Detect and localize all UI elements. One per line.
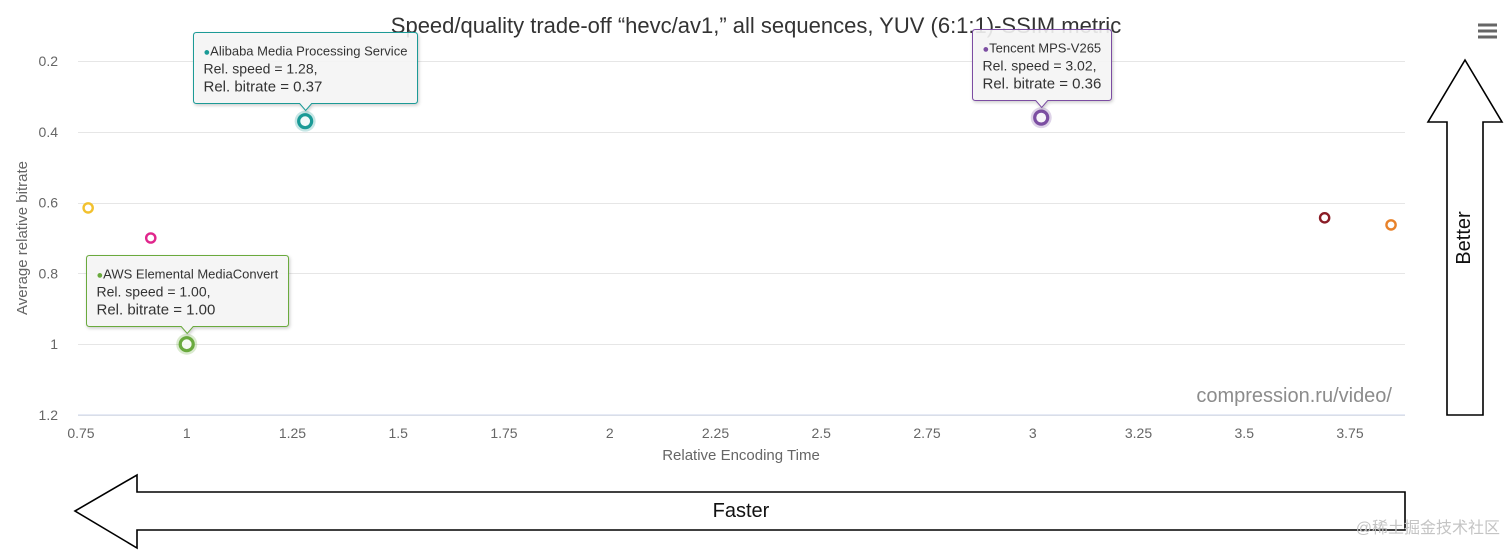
y-tick-label: 0.8 [39,265,59,281]
y-tick-label: 1 [50,336,58,352]
y-axis-title: Average relative bitrate [14,161,31,315]
faster-arrow [73,473,1406,550]
x-tick-label: 3.25 [1125,425,1152,441]
y-tick-label: 0.6 [39,195,59,211]
tooltip-box [193,32,418,112]
tooltip-alibaba-media-processing-service: ●Alibaba Media Processing Service Rel. sp… [193,32,418,112]
tooltip-series-label: AWS Elemental MediaConvert [103,267,278,282]
tooltip-rel-bitrate: Rel. bitrate = 0.36 [983,76,1102,93]
site-watermark: @稀土掘金技术社区 [1356,519,1500,537]
tooltip-series-marker: ● [983,44,990,56]
x-tick-label: 2.5 [812,425,832,441]
grid-lines [78,61,1405,416]
x-tick-label: 1.5 [388,425,408,441]
x-tick-label: 0.75 [67,425,94,441]
x-tick-label: 1.75 [490,425,517,441]
x-tick-label: 3.75 [1336,425,1363,441]
better-arrow [1426,58,1504,416]
y-axis-labels: 0.2 0.4 0.6 0.8 1 1.2 [39,53,59,423]
tooltip-rel-speed: Rel. speed = 3.02, [983,58,1097,74]
faster-label: Faster [713,500,770,522]
tooltip-series-label: Tencent MPS-V265 [989,41,1101,56]
menu-button[interactable] [1470,17,1505,45]
tooltip-rel-speed: Rel. speed = 1.00, [97,284,211,300]
data-point-series-6[interactable] [1318,212,1331,224]
data-point-series-2[interactable] [144,232,157,244]
x-tick-label: 2.75 [913,425,940,441]
better-label: Better [1453,211,1475,265]
x-axis-labels: 0.75 1 1.25 1.5 1.75 2 2.25 2.5 2.75 3 3.25 3.5 3.75 [67,425,1364,441]
tooltip-rel-bitrate: Rel. bitrate = 1.00 [97,302,216,319]
tooltip-box [86,255,289,335]
x-tick-label: 3.5 [1235,425,1255,441]
data-point-series-7[interactable] [1385,219,1397,231]
x-tick-label: 2 [606,425,614,441]
tooltip-series-name: ●AWS Elemental MediaConvert [97,267,279,282]
hamburger-menu-icon[interactable] [1478,23,1497,39]
tooltip-box [972,29,1112,109]
tooltip-tencent-mps-v265: ●Tencent MPS-V265 Rel. speed = 3.02, Rel. … [972,29,1112,109]
tooltip-series-label: Alibaba Media Processing Service [210,44,407,59]
y-tick-label: 0.2 [39,53,59,69]
tooltip-series-name: ●Alibaba Media Processing Service [204,44,408,59]
y-tick-label: 1.2 [39,407,59,423]
tooltip-series-name: ●Tencent MPS-V265 [983,41,1102,56]
x-tick-label: 2.25 [702,425,729,441]
tooltip-series-marker: ● [97,270,104,282]
x-axis-title: Relative Encoding Time [662,447,820,464]
tooltip-rel-speed: Rel. speed = 1.28, [204,61,318,77]
x-tick-label: 3 [1029,425,1037,441]
tooltip-rel-bitrate: Rel. bitrate = 0.37 [204,79,323,96]
x-tick-label: 1 [183,425,191,441]
y-tick-label: 0.4 [39,124,59,140]
tooltip-aws-elemental-mediaconvert: ●AWS Elemental MediaConvert Rel. speed = … [86,255,289,335]
data-point-aws-elemental-mediaconvert[interactable] [178,336,195,353]
data-point-series-1[interactable] [82,202,94,214]
data-point-tencent-mps-v265[interactable] [1033,109,1050,126]
data-point-alibaba-media-processing-service[interactable] [297,113,314,130]
compression-watermark: compression.ru/video/ [1196,385,1392,407]
data-points [82,107,1397,355]
tooltip-series-marker: ● [204,47,211,59]
x-tick-label: 1.25 [279,425,306,441]
